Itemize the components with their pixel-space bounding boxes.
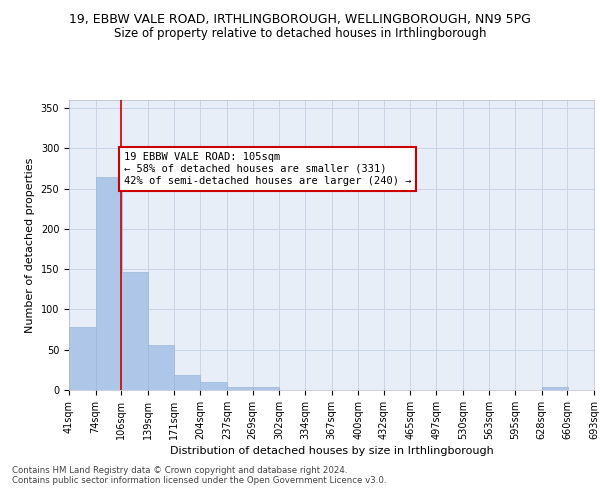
Y-axis label: Number of detached properties: Number of detached properties bbox=[25, 158, 35, 332]
X-axis label: Distribution of detached houses by size in Irthlingborough: Distribution of detached houses by size … bbox=[170, 446, 493, 456]
Bar bbox=[173, 374, 200, 390]
Text: 19, EBBW VALE ROAD, IRTHLINGBOROUGH, WELLINGBOROUGH, NN9 5PG: 19, EBBW VALE ROAD, IRTHLINGBOROUGH, WEL… bbox=[69, 12, 531, 26]
Bar bbox=[200, 382, 227, 390]
Bar bbox=[95, 176, 122, 390]
Bar bbox=[542, 387, 568, 390]
Text: Contains HM Land Registry data © Crown copyright and database right 2024.
Contai: Contains HM Land Registry data © Crown c… bbox=[12, 466, 386, 485]
Bar bbox=[148, 345, 175, 390]
Bar bbox=[121, 272, 148, 390]
Bar bbox=[227, 387, 253, 390]
Bar bbox=[69, 327, 95, 390]
Text: Size of property relative to detached houses in Irthlingborough: Size of property relative to detached ho… bbox=[114, 28, 486, 40]
Text: 19 EBBW VALE ROAD: 105sqm
← 58% of detached houses are smaller (331)
42% of semi: 19 EBBW VALE ROAD: 105sqm ← 58% of detac… bbox=[124, 152, 411, 186]
Bar bbox=[253, 387, 279, 390]
